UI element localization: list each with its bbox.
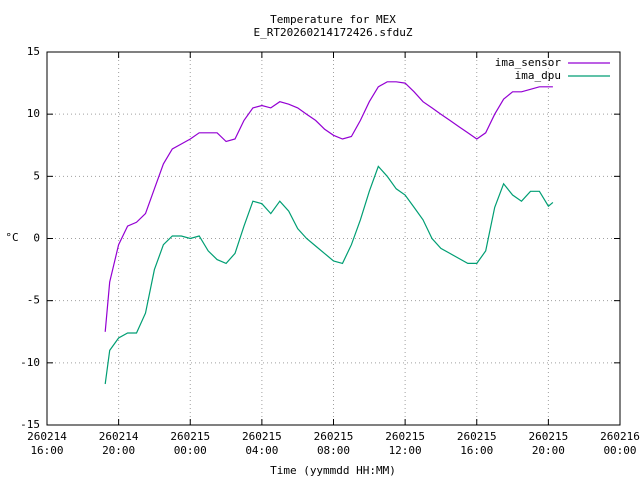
y-tick-label: 10 [27,107,40,120]
y-tick-label: -5 [27,294,40,307]
chart-subtitle: E_RT20260214172426.sfduZ [254,26,413,39]
y-tick-label: -15 [20,418,40,431]
y-axis-label: °C [5,231,18,244]
x-axis-label: Time (yymmdd HH:MM) [270,464,396,477]
series-line [104,165,554,385]
y-tick-label: 15 [27,45,40,58]
x-tick-label: 260215 08:00 [314,430,354,457]
x-tick-label: 260214 20:00 [99,430,139,457]
x-tick-label: 260215 16:00 [457,430,497,457]
y-tick-label: 0 [33,232,40,245]
legend-label: ima_dpu [515,69,561,82]
x-tick-label: 260215 12:00 [385,430,425,457]
series-line [104,81,553,332]
x-tick-label: 260216 00:00 [600,430,640,457]
y-tick-label: -10 [20,356,40,369]
x-tick-label: 260215 20:00 [529,430,569,457]
y-tick-label: 5 [33,169,40,182]
chart-title: Temperature for MEX [270,13,396,26]
x-tick-label: 260214 16:00 [27,430,67,457]
plot-border [46,51,621,426]
x-tick-label: 260215 04:00 [242,430,282,457]
x-tick-label: 260215 00:00 [170,430,210,457]
legend-label: ima_sensor [495,56,562,69]
